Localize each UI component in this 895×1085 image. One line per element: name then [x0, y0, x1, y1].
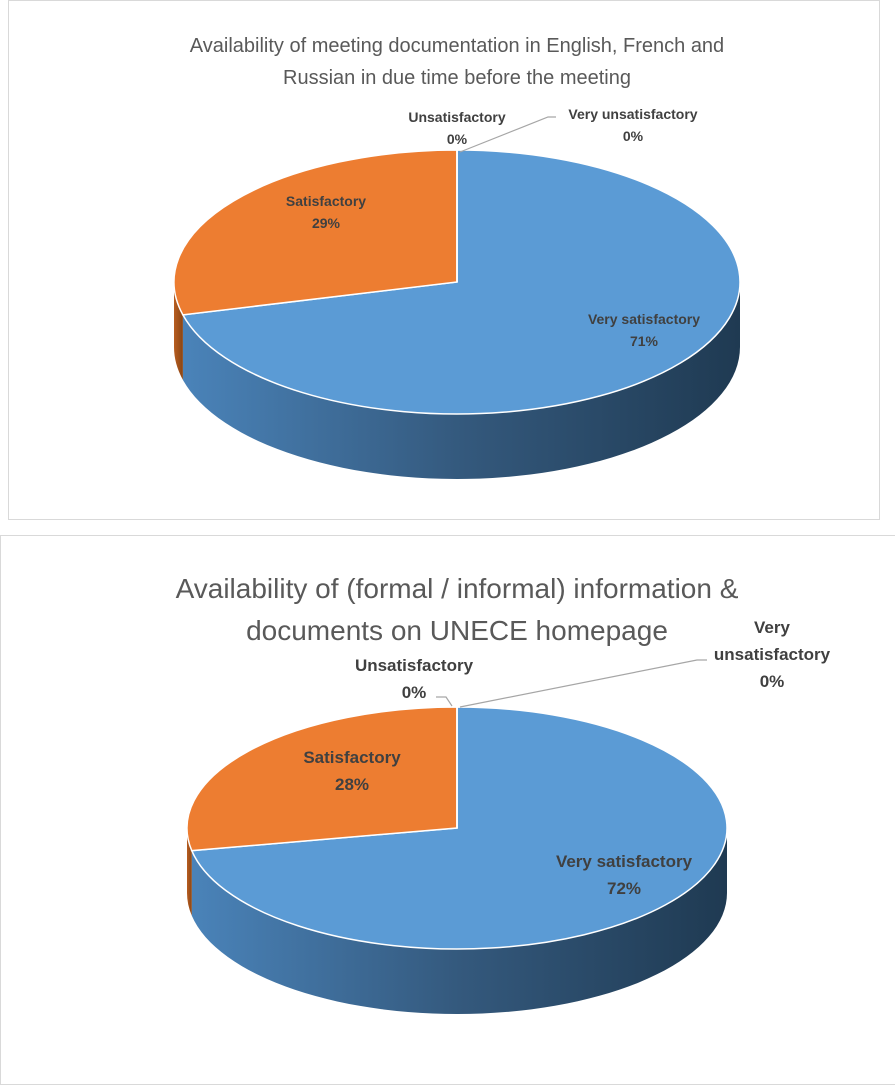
- pie-side: [187, 828, 192, 916]
- label-value: 28%: [334, 775, 370, 794]
- chart-title: Availability of meeting documentation in…: [189, 35, 725, 89]
- label-category: Satisfactory: [285, 193, 367, 209]
- label-value: 0%: [401, 683, 427, 702]
- data-label: Unsatisfactory 0%: [387, 106, 527, 150]
- data-label: Unsatisfactory 0%: [334, 652, 494, 706]
- data-label: Very unsatisfactory 0%: [697, 614, 847, 695]
- chart-frame: [8, 0, 880, 520]
- label-category: Very unsatisfactory: [568, 106, 698, 122]
- pie-slice: [190, 706, 728, 950]
- data-label: Very satisfactory 72%: [524, 848, 724, 902]
- label-value: 0%: [759, 672, 785, 691]
- chart-title: Availability of (formal / informal) info…: [175, 573, 739, 646]
- label-value: 0%: [622, 128, 644, 144]
- label-value: 0%: [446, 131, 468, 147]
- pie-side: [191, 828, 727, 1015]
- pie-side: [174, 282, 183, 380]
- label-category: Very satisfactory: [555, 852, 693, 871]
- data-label: Satisfactory 28%: [272, 744, 432, 798]
- label-value: 72%: [606, 879, 642, 898]
- pie-slice: [181, 149, 741, 415]
- leader-line: [459, 116, 556, 153]
- label-value: 29%: [311, 215, 341, 231]
- label-category: Very satisfactory: [587, 311, 701, 327]
- pie-side: [182, 282, 741, 480]
- label-category: Unsatisfactory: [408, 109, 506, 125]
- label-category: Unsatisfactory: [354, 656, 474, 675]
- pie-slice: [186, 706, 458, 852]
- data-label: Very satisfactory 71%: [559, 308, 729, 352]
- leader-line: [436, 696, 453, 707]
- leader-line: [459, 659, 707, 708]
- label-category: Very unsatisfactory: [713, 618, 831, 664]
- label-category: Satisfactory: [303, 748, 401, 767]
- label-value: 71%: [629, 333, 659, 349]
- data-label: Very unsatisfactory 0%: [548, 103, 718, 147]
- pie-slice: [173, 149, 458, 316]
- data-label: Satisfactory 29%: [266, 190, 386, 234]
